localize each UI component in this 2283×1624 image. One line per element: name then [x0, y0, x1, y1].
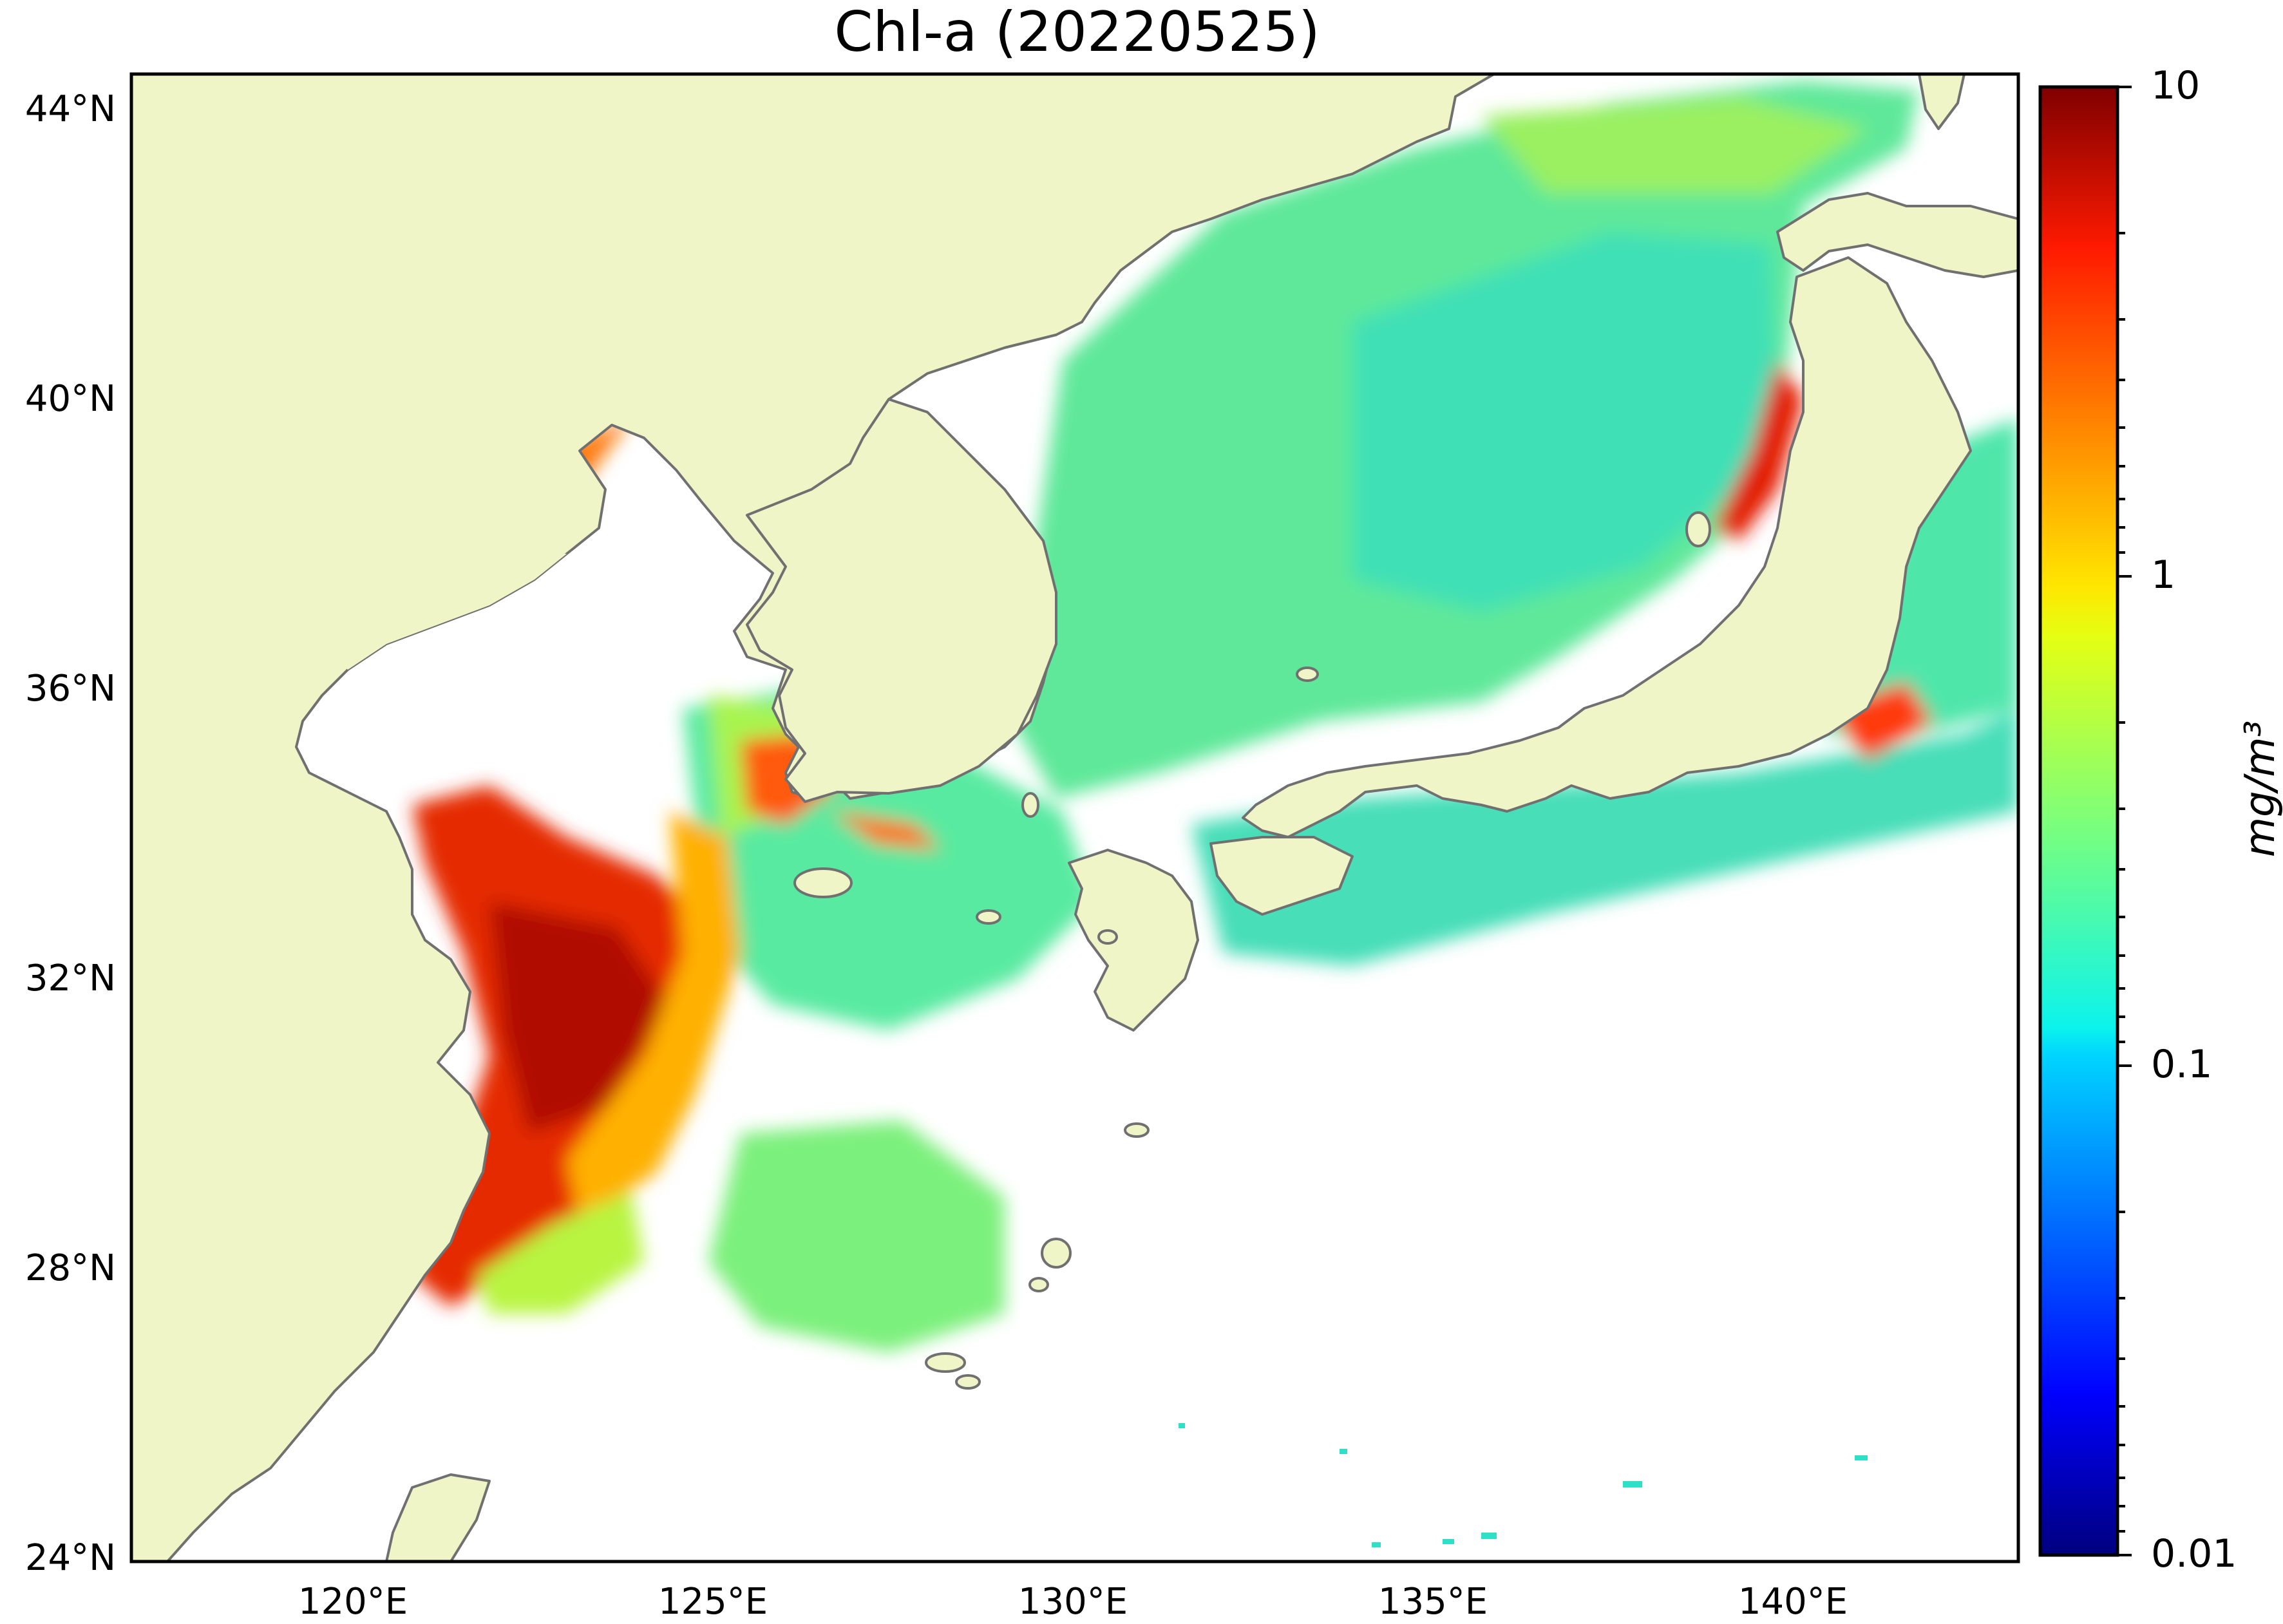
chl-southern-patch — [708, 1120, 1005, 1352]
lon-tick-130e: 130°E — [1018, 1581, 1128, 1623]
land-shikoku — [1209, 836, 1354, 916]
land-jeju — [793, 867, 853, 898]
map-title: Chl-a (20220525) — [834, 0, 1320, 64]
map-frame — [129, 72, 2020, 1563]
colorbar-tick-0-01: 0.01 — [2151, 1531, 2237, 1576]
chl-scatter — [1179, 1423, 1868, 1547]
land-masses — [131, 74, 2018, 1562]
colorbar-tick-10: 10 — [2151, 63, 2201, 108]
lat-tick-24n: 24°N — [24, 1537, 116, 1579]
land-korea — [746, 398, 1057, 803]
land-taiwan — [385, 1473, 491, 1562]
lat-tick-32n: 32°N — [24, 958, 116, 999]
land-kyushu — [1068, 849, 1199, 1032]
land-liaodong — [174, 335, 618, 489]
colorbar-tick-1: 1 — [2151, 552, 2176, 598]
lat-tick-44n: 44°N — [24, 88, 116, 130]
colorbar-ticks — [2117, 86, 2132, 1556]
land-sakhalin — [1918, 74, 1966, 130]
lat-tick-40n: 40°N — [24, 378, 116, 420]
land-honshu — [1242, 256, 1972, 838]
lon-tick-140e: 140°E — [1738, 1581, 1848, 1623]
chl-data-field — [174, 80, 2018, 1352]
lat-tick-36n: 36°N — [24, 668, 116, 710]
lon-tick-135e: 135°E — [1378, 1581, 1488, 1623]
chl-pacific-coast — [1191, 708, 2018, 966]
colorbar-unit-label: mg/m³ — [2237, 720, 2283, 858]
colorbar-tick-0-1: 0.1 — [2151, 1042, 2213, 1087]
colorbar — [2038, 85, 2119, 1557]
chl-sea-of-japan-east — [1352, 232, 1777, 612]
lon-tick-125e: 125°E — [658, 1581, 768, 1623]
lat-tick-28n: 28°N — [24, 1247, 116, 1289]
land-shandong — [258, 554, 567, 670]
land-hokkaido — [1776, 192, 2018, 278]
lon-tick-120e: 120°E — [298, 1581, 408, 1623]
